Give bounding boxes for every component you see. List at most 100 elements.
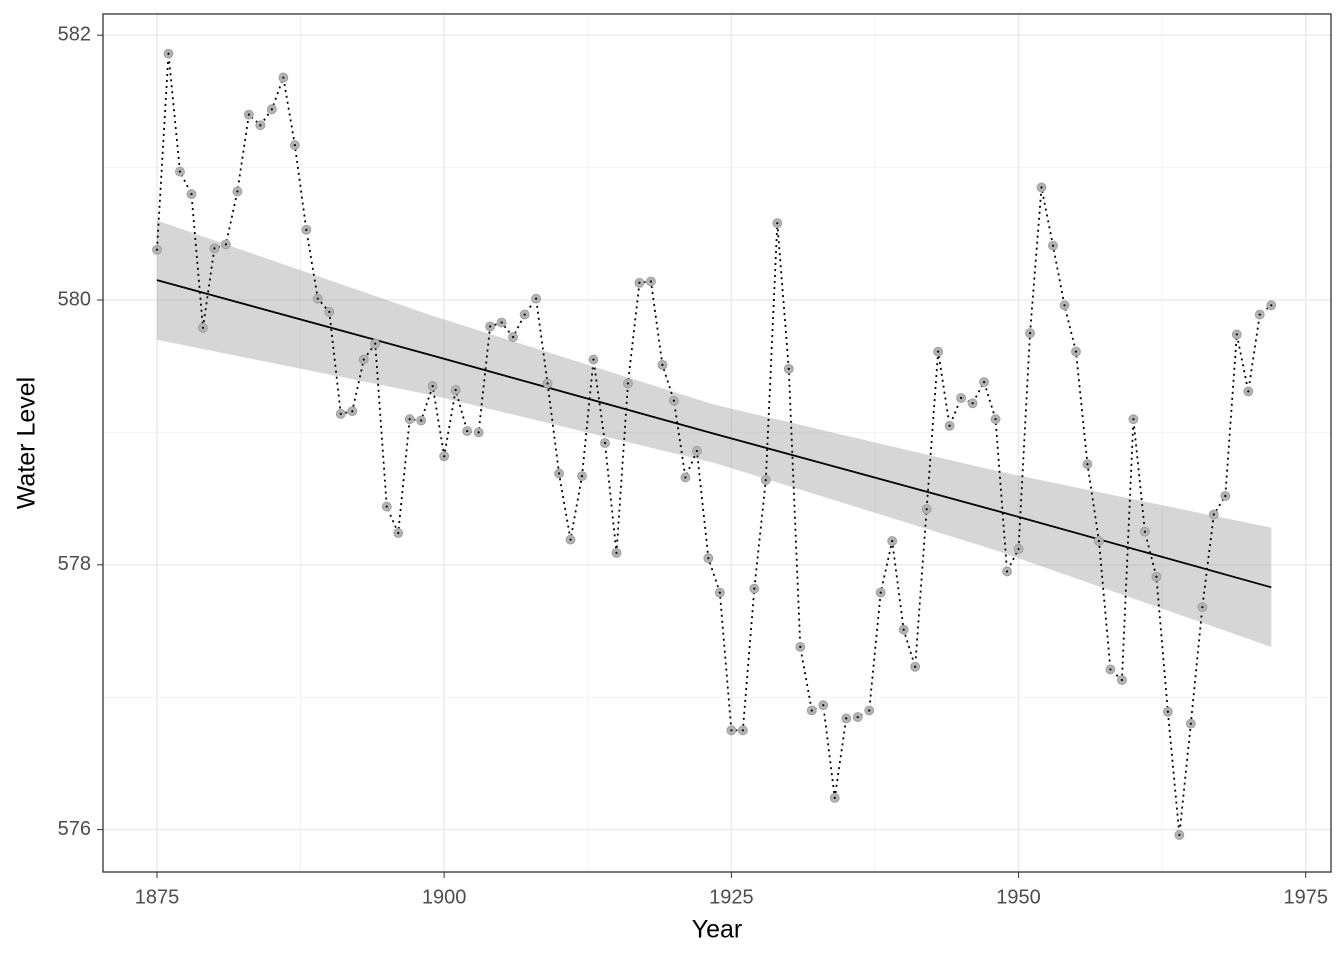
data-point-center (1201, 606, 1204, 609)
data-point-center (741, 729, 744, 732)
data-point-center (1109, 668, 1112, 671)
data-point-center (902, 628, 905, 631)
data-point-center (477, 431, 480, 434)
data-point-center (1005, 570, 1009, 573)
data-point-center (454, 388, 457, 392)
data-point-center (822, 704, 825, 707)
data-point-center (626, 382, 630, 385)
data-point-center (994, 418, 997, 421)
data-point-center (787, 367, 790, 370)
data-point-center (753, 587, 756, 590)
data-point-center (408, 418, 411, 421)
data-point-center (1235, 333, 1238, 336)
data-point-center (1155, 575, 1158, 578)
y-tick-label: 582 (58, 23, 91, 45)
data-point-center (546, 382, 549, 385)
data-point-center (776, 222, 779, 225)
data-point-center (523, 313, 526, 316)
data-point-center (764, 478, 767, 482)
data-point-center (1086, 463, 1089, 466)
data-point-center (1178, 833, 1181, 837)
data-point-center (948, 424, 951, 427)
data-point-center (810, 709, 813, 712)
data-point-center (259, 124, 262, 127)
data-point-center (925, 508, 928, 511)
data-point-center (1166, 710, 1169, 713)
data-point-center (190, 192, 193, 196)
data-point-center (466, 429, 469, 433)
data-point-center (420, 419, 423, 422)
data-point-center (937, 350, 940, 353)
data-point-center (868, 709, 871, 712)
data-point-center (1017, 547, 1020, 551)
data-point-center (167, 52, 170, 55)
data-point-center (707, 557, 710, 560)
data-point-center (270, 108, 273, 111)
panel (103, 14, 1331, 872)
data-point-center (305, 228, 308, 231)
data-point-center (236, 190, 239, 193)
data-point-center (489, 325, 492, 328)
data-point-center (730, 729, 733, 732)
data-point-center (1051, 244, 1055, 247)
data-point-center (1270, 304, 1273, 307)
x-tick-label: 1900 (422, 886, 467, 908)
data-point-center (385, 505, 388, 508)
data-point-center (1063, 304, 1066, 307)
data-point-center (856, 715, 859, 719)
data-point-center (569, 538, 572, 541)
data-point-center (592, 358, 595, 361)
data-point-center (661, 363, 664, 366)
data-point-center (638, 281, 641, 284)
data-point-center (845, 717, 848, 720)
data-point-center (914, 665, 917, 668)
data-point-center (1040, 186, 1043, 189)
data-point-center (891, 539, 894, 543)
y-tick-label: 580 (58, 288, 91, 310)
data-point-center (282, 76, 285, 79)
data-point-center (557, 472, 561, 475)
data-point-center (316, 297, 319, 300)
data-point-center (328, 310, 331, 314)
data-point-center (833, 796, 836, 799)
data-point-center (351, 410, 354, 413)
y-axis-label: Water Level (13, 377, 41, 509)
data-point-center (603, 441, 607, 445)
data-point-center (362, 358, 365, 361)
y-tick-label: 578 (58, 553, 91, 575)
data-point-center (1189, 722, 1192, 725)
y-tick-label: 576 (58, 818, 91, 840)
data-point-center (500, 321, 503, 324)
x-tick-label: 1875 (135, 886, 180, 908)
x-tick-label: 1925 (709, 886, 754, 908)
x-tick-label: 1950 (996, 886, 1041, 908)
data-point-center (672, 399, 676, 402)
data-point-center (397, 531, 400, 535)
data-point-center (1143, 530, 1147, 533)
data-point-center (155, 248, 159, 251)
data-point-center (178, 170, 182, 173)
data-point-center (799, 645, 802, 649)
data-point-center (443, 455, 446, 458)
panel-border (102, 13, 1332, 873)
data-point-center (213, 247, 216, 250)
data-point-center (649, 280, 653, 283)
data-point-center (247, 113, 250, 116)
data-point-center (339, 412, 342, 415)
data-point-center (615, 551, 618, 554)
data-line (156, 53, 1272, 836)
data-point-center (1224, 494, 1227, 498)
data-point-center (511, 335, 515, 339)
data-point-center (431, 384, 434, 388)
data-point-center (293, 143, 296, 147)
data-point-center (1074, 350, 1078, 353)
data-point-center (684, 476, 687, 479)
data-point-center (718, 591, 721, 594)
data-point-center (1120, 678, 1124, 682)
data-point-center (1247, 390, 1250, 393)
data-point-center (1028, 332, 1032, 335)
data-point-center (1258, 313, 1261, 316)
fit-line (156, 279, 1272, 589)
data-point-center (1097, 539, 1101, 543)
